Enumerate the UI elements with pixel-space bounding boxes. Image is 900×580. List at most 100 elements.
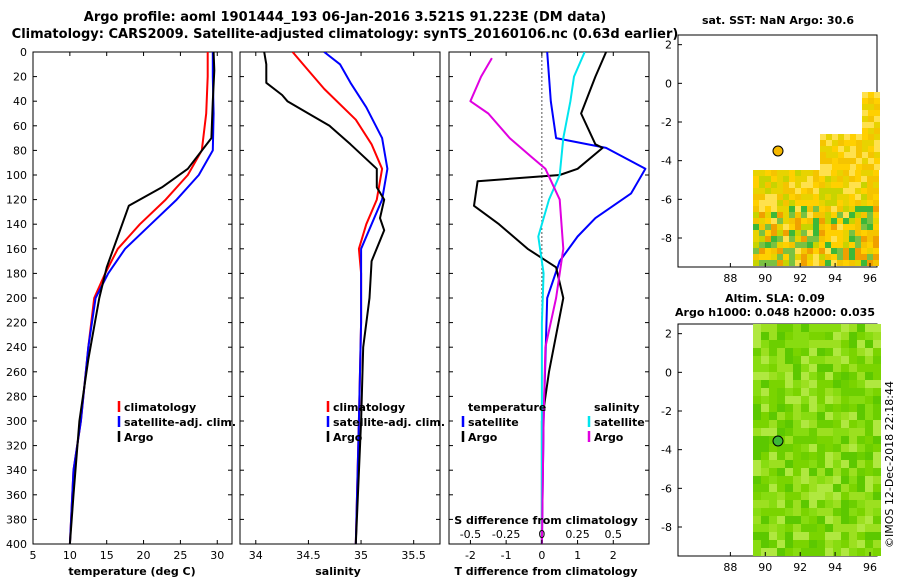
sla-cell — [809, 444, 817, 452]
sst-cell — [795, 254, 801, 260]
sla-cell — [817, 524, 825, 532]
sla-cell — [833, 484, 841, 492]
sst-cell — [813, 242, 819, 248]
sst-cell — [867, 212, 873, 218]
sla-cell — [793, 340, 801, 348]
sst-cell — [819, 224, 825, 230]
sst-cell — [849, 170, 855, 176]
sst-cell — [783, 260, 789, 266]
sla-cell — [873, 380, 881, 388]
sst-cell — [789, 194, 795, 200]
sst-cell — [771, 170, 777, 176]
sla-cell — [777, 412, 785, 420]
sst-cell — [777, 182, 783, 188]
sla-cell — [841, 524, 849, 532]
sst-cell — [801, 176, 807, 182]
sst-cell — [753, 248, 759, 254]
legend-s-satellite: satellite — [594, 416, 645, 429]
sla-cell — [761, 460, 769, 468]
figure-title-line1: Argo profile: aoml 1901444_193 06-Jan-20… — [84, 10, 606, 25]
sst-cell — [813, 176, 819, 182]
sla-cell — [761, 396, 769, 404]
sst-cell — [759, 242, 765, 248]
sla-cell — [801, 428, 809, 436]
sst-cell — [789, 170, 795, 176]
sst-cell — [825, 182, 831, 188]
sst-cell — [825, 242, 831, 248]
sla-map-title2: Argo h1000: 0.048 h2000: 0.035 — [675, 306, 875, 319]
sst-cell — [819, 248, 825, 254]
sla-cell — [769, 364, 777, 372]
sst-cell — [765, 194, 771, 200]
sst-cell — [873, 242, 879, 248]
sla-cell — [873, 420, 881, 428]
sla-cell — [817, 404, 825, 412]
sla-cell — [801, 396, 809, 404]
sst-cell — [771, 182, 777, 188]
sla-cell — [809, 476, 817, 484]
sla-cell — [753, 468, 761, 476]
sst-cell — [850, 164, 856, 170]
sst-cell — [855, 248, 861, 254]
sla-cell — [777, 380, 785, 388]
sst-cell — [825, 230, 831, 236]
sla-cell — [841, 332, 849, 340]
x-tick-label: 0 — [538, 549, 545, 562]
legend-temperature-title: temperature — [468, 401, 546, 414]
sla-cell — [833, 324, 841, 332]
axis-ticks: 5 10 15 20 25 30 34 34.5 35 35.5 -2 -1 0 1 2 -0.5 -0.25 0… — [30, 51, 649, 562]
sla-cell — [769, 540, 777, 548]
sla-cell — [849, 396, 857, 404]
sst-cell — [819, 176, 825, 182]
sla-cell — [857, 420, 865, 428]
sla-cell — [809, 420, 817, 428]
sst-cell — [819, 218, 825, 224]
sst-cell — [825, 260, 831, 266]
sla-cell — [809, 324, 817, 332]
sla-cell — [769, 508, 777, 516]
sst-cell — [765, 218, 771, 224]
sst-cell — [783, 242, 789, 248]
sst-cell — [855, 170, 861, 176]
legend-climatology: climatology — [124, 401, 196, 414]
sla-cell — [849, 388, 857, 396]
sst-cell — [861, 248, 867, 254]
sst-cell — [862, 146, 868, 152]
sla-cell — [785, 508, 793, 516]
sst-cell — [855, 182, 861, 188]
temperature-xlabel: temperature (deg C) — [68, 565, 195, 578]
sla-cell — [801, 532, 809, 540]
sla-cell — [849, 492, 857, 500]
sla-cell — [801, 484, 809, 492]
sla-cell — [873, 396, 881, 404]
sla-cell — [865, 348, 873, 356]
sst-cell — [753, 194, 759, 200]
sla-cell — [833, 444, 841, 452]
sla-cell — [753, 436, 761, 444]
sla-cell — [865, 404, 873, 412]
sst-cell — [765, 224, 771, 230]
sst-cell — [789, 236, 795, 242]
sla-cell — [793, 372, 801, 380]
depth-tick-label: 40 — [13, 95, 27, 108]
sst-cell — [868, 140, 874, 146]
sla-cell — [817, 324, 825, 332]
sst-cell — [831, 176, 837, 182]
sla-cell — [761, 476, 769, 484]
sla-cell — [825, 332, 833, 340]
sst-cell — [873, 200, 879, 206]
sla-cell — [785, 516, 793, 524]
sst-cell — [831, 212, 837, 218]
sla-cell — [841, 540, 849, 548]
sla-cell — [793, 324, 801, 332]
depth-tick-label: 100 — [6, 169, 27, 182]
sst-cell — [789, 230, 795, 236]
sst-cell — [849, 182, 855, 188]
sst-cell — [861, 176, 867, 182]
sla-cell — [849, 324, 857, 332]
sla-cell — [809, 460, 817, 468]
sla-cell — [777, 396, 785, 404]
legend-s-argo: Argo — [594, 431, 624, 444]
sla-cell — [833, 396, 841, 404]
sst-cell — [837, 248, 843, 254]
